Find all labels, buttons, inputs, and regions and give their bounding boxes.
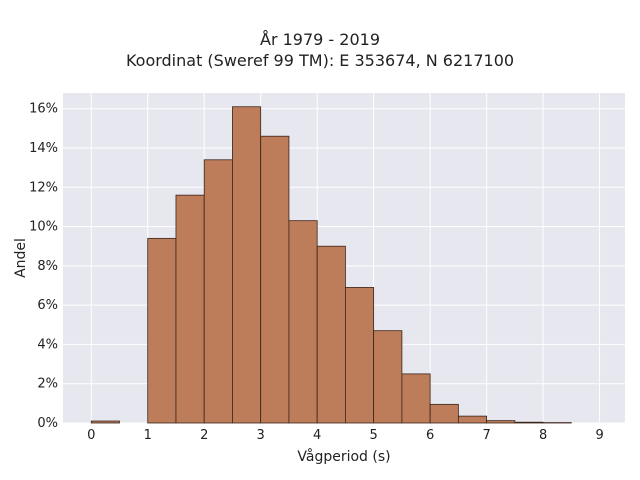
histogram-bar bbox=[429, 403, 459, 424]
y-tick-label: 14% bbox=[29, 141, 58, 156]
x-axis-ticks: 0 1 2 3 4 5 6 7 8 9 bbox=[87, 428, 604, 443]
bars bbox=[90, 106, 572, 424]
x-tick-label: 6 bbox=[426, 428, 434, 443]
y-tick-label: 16% bbox=[29, 102, 58, 117]
histogram-bar bbox=[486, 420, 516, 424]
histogram-bar bbox=[90, 420, 120, 424]
x-axis-label: Vågperiod (s) bbox=[297, 448, 390, 465]
chart-title-line-2: Koordinat (Sweref 99 TM): E 353674, N 62… bbox=[125, 51, 515, 70]
x-tick-label: 1 bbox=[144, 428, 152, 443]
y-tick-label: 10% bbox=[29, 220, 58, 235]
y-tick-label: 12% bbox=[29, 180, 58, 195]
histogram-bar bbox=[260, 135, 290, 424]
y-axis-label: Andel bbox=[13, 238, 29, 278]
histogram-bar bbox=[288, 220, 318, 424]
histogram-bar bbox=[147, 237, 177, 424]
y-tick-label: 4% bbox=[37, 337, 58, 352]
x-tick-label: 8 bbox=[539, 428, 547, 443]
chart-title-line-1: År 1979 - 2019 bbox=[260, 30, 380, 49]
histogram-bar bbox=[232, 106, 262, 424]
y-tick-label: 6% bbox=[37, 298, 58, 313]
x-tick-label: 4 bbox=[313, 428, 321, 443]
x-tick-label: 3 bbox=[257, 428, 265, 443]
histogram-bar bbox=[514, 421, 544, 424]
x-tick-label: 7 bbox=[482, 428, 490, 443]
x-tick-label: 9 bbox=[595, 428, 603, 443]
x-tick-label: 2 bbox=[200, 428, 208, 443]
y-axis-ticks: 0% 2% 4% 6% 8% 10% 12% 14% 16% bbox=[29, 102, 58, 431]
histogram-bar bbox=[203, 159, 233, 424]
histogram-bar bbox=[175, 194, 205, 424]
histogram-bar bbox=[401, 373, 431, 424]
histogram-bar bbox=[457, 415, 488, 424]
y-tick-label: 8% bbox=[37, 259, 58, 274]
histogram-bar bbox=[316, 245, 346, 424]
x-tick-label: 5 bbox=[370, 428, 378, 443]
y-tick-label: 0% bbox=[37, 416, 58, 431]
histogram-bar bbox=[373, 330, 403, 424]
y-tick-label: 2% bbox=[37, 377, 58, 392]
x-tick-label: 0 bbox=[87, 428, 95, 443]
histogram-bar bbox=[345, 287, 375, 424]
